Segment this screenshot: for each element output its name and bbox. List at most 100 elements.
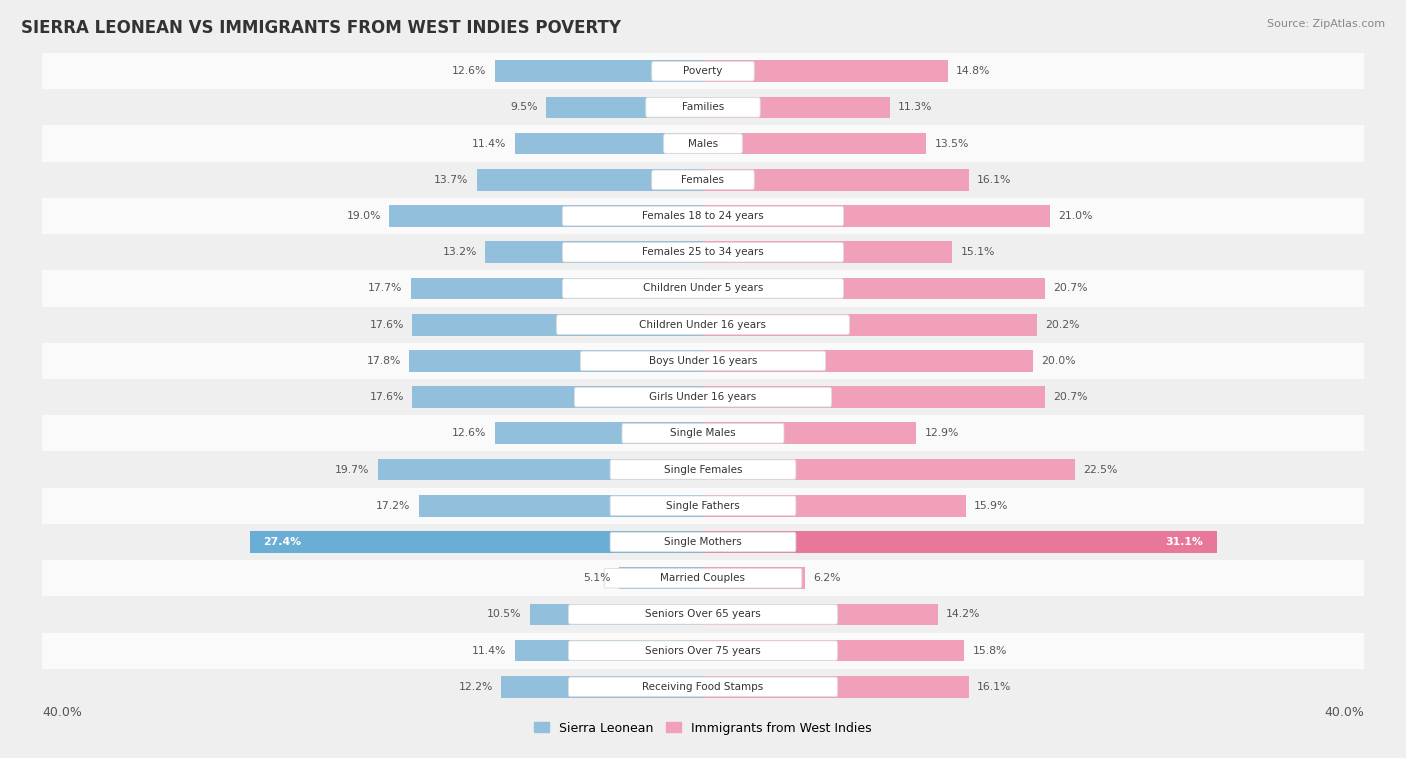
Bar: [703, 676, 969, 697]
Bar: [10, 198, 1396, 234]
FancyBboxPatch shape: [568, 677, 838, 697]
Text: 11.3%: 11.3%: [898, 102, 932, 112]
Bar: [515, 640, 703, 662]
Bar: [703, 96, 890, 118]
Bar: [10, 560, 1396, 597]
Text: 17.2%: 17.2%: [377, 501, 411, 511]
Text: 27.4%: 27.4%: [263, 537, 302, 547]
Bar: [10, 234, 1396, 271]
Bar: [495, 422, 703, 444]
Bar: [495, 61, 703, 82]
Text: 20.2%: 20.2%: [1045, 320, 1080, 330]
Bar: [703, 531, 1216, 553]
Bar: [703, 350, 1033, 371]
Bar: [619, 567, 703, 589]
Text: 21.0%: 21.0%: [1059, 211, 1092, 221]
Text: Single Mothers: Single Mothers: [664, 537, 742, 547]
Text: 11.4%: 11.4%: [472, 646, 506, 656]
FancyBboxPatch shape: [610, 460, 796, 479]
Text: 14.2%: 14.2%: [946, 609, 980, 619]
Bar: [10, 524, 1396, 560]
Text: 20.7%: 20.7%: [1053, 283, 1088, 293]
Text: 13.5%: 13.5%: [934, 139, 969, 149]
Text: Single Fathers: Single Fathers: [666, 501, 740, 511]
Bar: [10, 669, 1396, 705]
Text: Families: Families: [682, 102, 724, 112]
FancyBboxPatch shape: [568, 605, 838, 624]
Bar: [703, 459, 1074, 481]
Text: 16.1%: 16.1%: [977, 175, 1011, 185]
Bar: [10, 452, 1396, 487]
Text: 14.8%: 14.8%: [956, 66, 990, 76]
Text: 13.2%: 13.2%: [443, 247, 477, 257]
Text: 5.1%: 5.1%: [583, 573, 610, 583]
Text: Males: Males: [688, 139, 718, 149]
Text: 17.7%: 17.7%: [368, 283, 402, 293]
Bar: [10, 161, 1396, 198]
Bar: [10, 379, 1396, 415]
Text: 12.9%: 12.9%: [924, 428, 959, 438]
Text: 13.7%: 13.7%: [434, 175, 468, 185]
Bar: [10, 306, 1396, 343]
Bar: [10, 343, 1396, 379]
FancyBboxPatch shape: [575, 387, 831, 407]
FancyBboxPatch shape: [562, 206, 844, 226]
Bar: [502, 676, 703, 697]
Text: 40.0%: 40.0%: [1324, 706, 1364, 719]
FancyBboxPatch shape: [645, 98, 761, 117]
Bar: [703, 495, 966, 517]
Text: 16.1%: 16.1%: [977, 682, 1011, 692]
FancyBboxPatch shape: [568, 641, 838, 660]
Bar: [485, 241, 703, 263]
Bar: [378, 459, 703, 481]
Text: Receiving Food Stamps: Receiving Food Stamps: [643, 682, 763, 692]
Text: Children Under 16 years: Children Under 16 years: [640, 320, 766, 330]
Bar: [10, 271, 1396, 306]
Bar: [703, 169, 969, 191]
Text: Seniors Over 65 years: Seniors Over 65 years: [645, 609, 761, 619]
Bar: [10, 597, 1396, 632]
Text: 9.5%: 9.5%: [510, 102, 537, 112]
Text: Females: Females: [682, 175, 724, 185]
Text: Females 18 to 24 years: Females 18 to 24 years: [643, 211, 763, 221]
Bar: [250, 531, 703, 553]
FancyBboxPatch shape: [652, 61, 754, 81]
Text: Girls Under 16 years: Girls Under 16 years: [650, 392, 756, 402]
Bar: [389, 205, 703, 227]
Bar: [703, 387, 1045, 408]
Text: 40.0%: 40.0%: [42, 706, 82, 719]
Bar: [412, 314, 703, 336]
Text: 10.5%: 10.5%: [486, 609, 522, 619]
Text: SIERRA LEONEAN VS IMMIGRANTS FROM WEST INDIES POVERTY: SIERRA LEONEAN VS IMMIGRANTS FROM WEST I…: [21, 19, 621, 37]
Bar: [10, 415, 1396, 452]
Text: 12.6%: 12.6%: [453, 428, 486, 438]
Bar: [703, 241, 952, 263]
Bar: [411, 277, 703, 299]
Text: 15.1%: 15.1%: [960, 247, 995, 257]
FancyBboxPatch shape: [652, 170, 754, 190]
Bar: [703, 314, 1036, 336]
Text: 20.7%: 20.7%: [1053, 392, 1088, 402]
Text: 17.6%: 17.6%: [370, 320, 404, 330]
Bar: [477, 169, 703, 191]
FancyBboxPatch shape: [557, 315, 849, 334]
Bar: [703, 205, 1050, 227]
FancyBboxPatch shape: [610, 532, 796, 552]
Bar: [703, 603, 938, 625]
Text: Poverty: Poverty: [683, 66, 723, 76]
FancyBboxPatch shape: [562, 279, 844, 298]
Text: 15.9%: 15.9%: [974, 501, 1008, 511]
Text: Boys Under 16 years: Boys Under 16 years: [648, 356, 758, 366]
Bar: [10, 53, 1396, 89]
Bar: [703, 640, 965, 662]
Bar: [10, 632, 1396, 669]
FancyBboxPatch shape: [664, 134, 742, 153]
FancyBboxPatch shape: [581, 351, 825, 371]
Bar: [703, 277, 1045, 299]
FancyBboxPatch shape: [621, 424, 785, 443]
Bar: [546, 96, 703, 118]
Text: 11.4%: 11.4%: [472, 139, 506, 149]
Bar: [10, 126, 1396, 161]
Text: 12.2%: 12.2%: [458, 682, 494, 692]
Text: 6.2%: 6.2%: [814, 573, 841, 583]
